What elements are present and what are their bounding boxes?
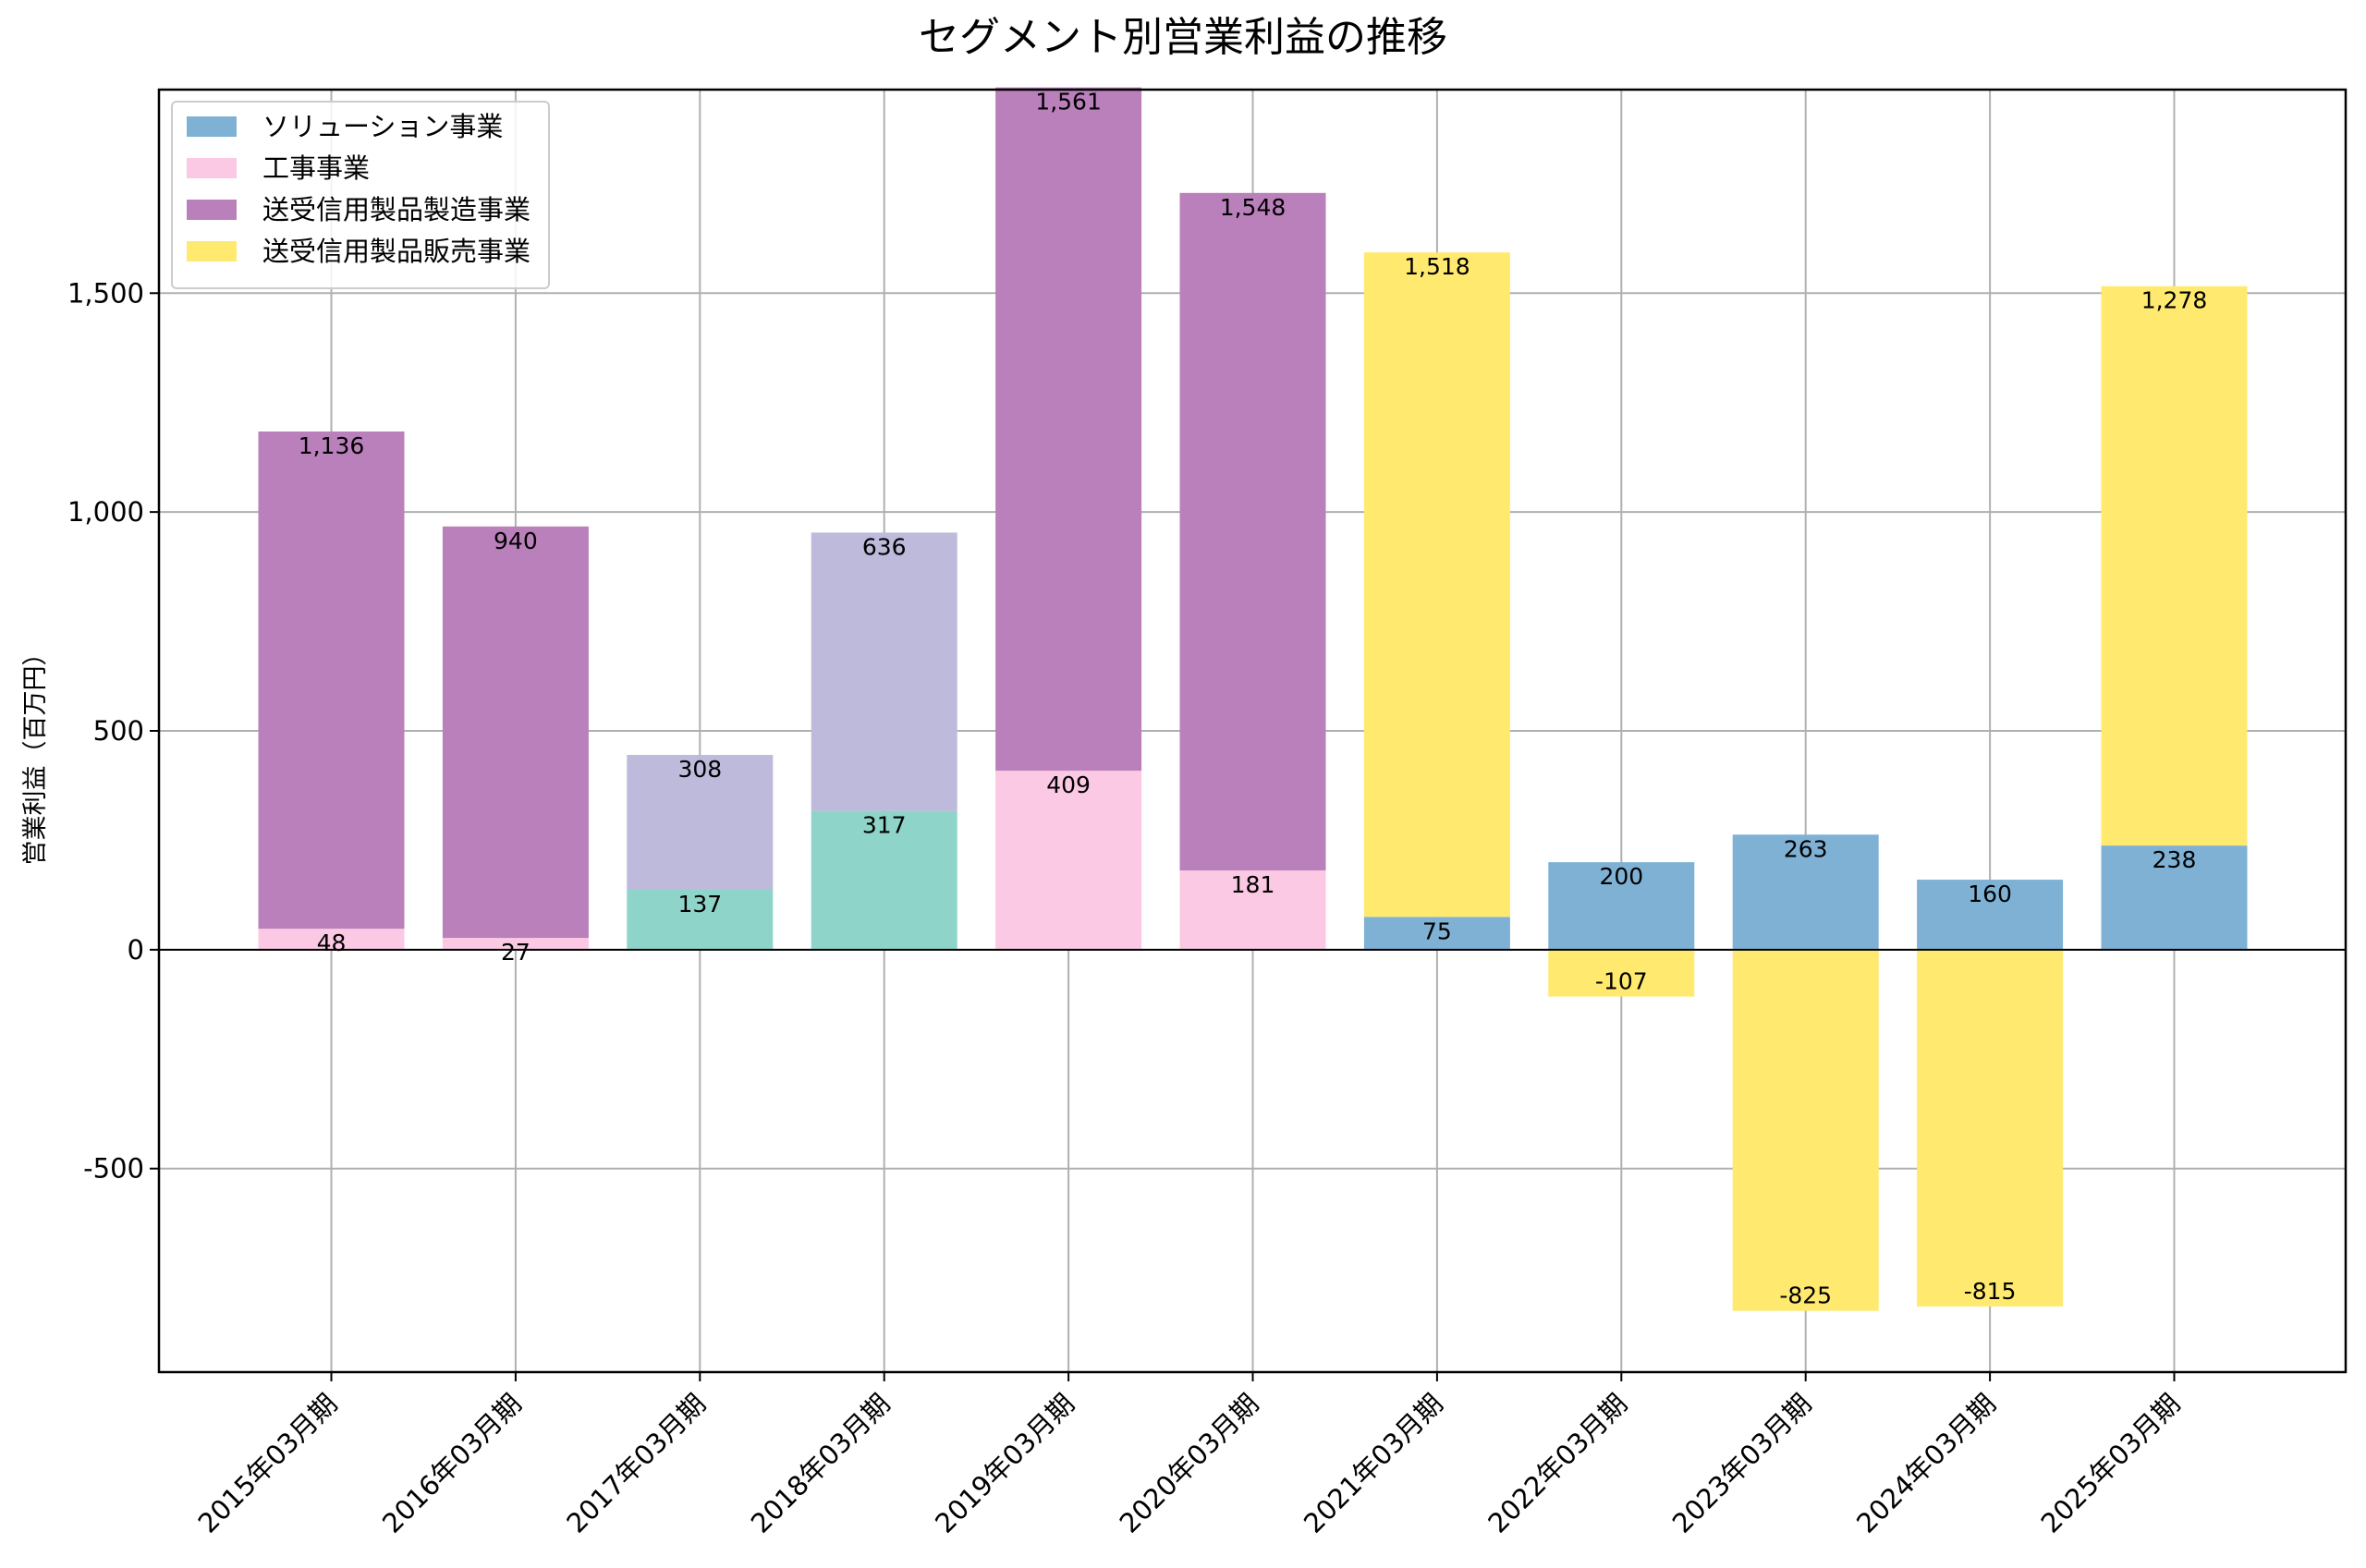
data-labels: 75 200 263 160 238 48 27 409 181 1,136 940 1,561 1,5… [299,89,2208,1309]
x-tick-label: 2018年03月期 [745,1388,896,1539]
data-label: 409 [1046,772,1091,798]
data-label: 308 [677,756,722,783]
y-tick-label: 500 [93,715,144,747]
data-label: -107 [1595,968,1648,995]
x-tick-label: 2016年03月期 [376,1388,528,1539]
bar-segment [1917,880,2064,950]
bar-segment [2101,286,2248,846]
x-tick-label: 2020年03月期 [1114,1388,1265,1539]
bar-segment [995,87,1142,772]
legend-label: 送受信用製品販売事業 [262,236,531,267]
data-label: -815 [1964,1278,2017,1305]
data-label: 636 [862,533,907,560]
legend-swatch [187,200,237,220]
x-tick-label: 2025年03月期 [2035,1388,2187,1539]
legend-swatch [187,116,237,137]
bar-segment [442,526,589,939]
y-tick-label: 1,000 [67,496,144,528]
data-label: 160 [1968,881,2012,907]
data-label: 1,278 [2141,287,2208,314]
y-tick-label: 0 [128,934,144,966]
legend-swatch [187,158,237,178]
chart-title: セグメント別営業利益の推移 [919,14,1447,61]
bar-segment [1179,192,1326,871]
bar-segment [1732,949,1879,1311]
bar-segment [258,929,405,950]
x-tick-label: 2022年03月期 [1482,1388,1633,1539]
legend-label: 工事事業 [262,152,370,184]
bar-segment [442,938,589,950]
bar-segment [1917,949,2064,1307]
x-tick-label: 2017年03月期 [560,1388,712,1539]
x-tick-label: 2024年03月期 [1850,1388,2002,1539]
data-label: 238 [2153,846,2197,873]
x-tick-label: 2015年03月期 [192,1388,344,1539]
data-label: 940 [494,528,538,554]
data-label: 200 [1599,863,1643,890]
y-tick-label: -500 [83,1153,144,1185]
bar-segment [995,771,1142,950]
bar-segment [1732,834,1879,950]
data-label: 263 [1784,835,1828,862]
bar-segment [1548,949,1695,997]
legend-label: ソリューション事業 [262,111,503,142]
data-label: 1,136 [299,432,365,459]
bar-segment [258,431,405,930]
bar-segment [2101,845,2248,950]
data-label: 137 [677,891,722,918]
x-tick-label: 2023年03月期 [1666,1388,1818,1539]
data-label: -825 [1779,1282,1832,1309]
legend-frame [171,101,550,289]
bar-segment [627,755,774,890]
bar-segment [627,889,774,950]
legend-swatch [187,241,237,261]
x-tick-label: 2019年03月期 [929,1388,1080,1539]
bar-segment [1363,917,1510,950]
x-axis-ticks: 2015年03月期 2016年03月期 2017年03月期 2018年03月期 2019… [192,1372,2187,1539]
data-label: 317 [862,812,907,839]
bar-segment [811,532,957,811]
data-label: 75 [1422,918,1452,944]
data-label: 1,561 [1035,89,1102,115]
bar-segment [1179,870,1326,950]
y-tick-label: 1,500 [67,277,144,309]
bar-segment [1548,862,1695,950]
bar-segment [1363,252,1510,918]
y-axis-ticks: -500 0 500 1,000 1,500 [67,277,159,1185]
y-axis-label: 営業利益（百万円） [21,641,50,866]
legend-label: 送受信用製品製造事業 [262,194,531,225]
data-label: 1,518 [1404,253,1470,280]
data-label: 1,548 [1220,194,1287,221]
bar-segment [811,810,957,950]
data-label: 27 [501,939,531,966]
bars [258,87,2248,1311]
data-label: 181 [1231,871,1275,898]
x-tick-label: 2021年03月期 [1298,1388,1449,1539]
data-label: 48 [317,930,347,956]
